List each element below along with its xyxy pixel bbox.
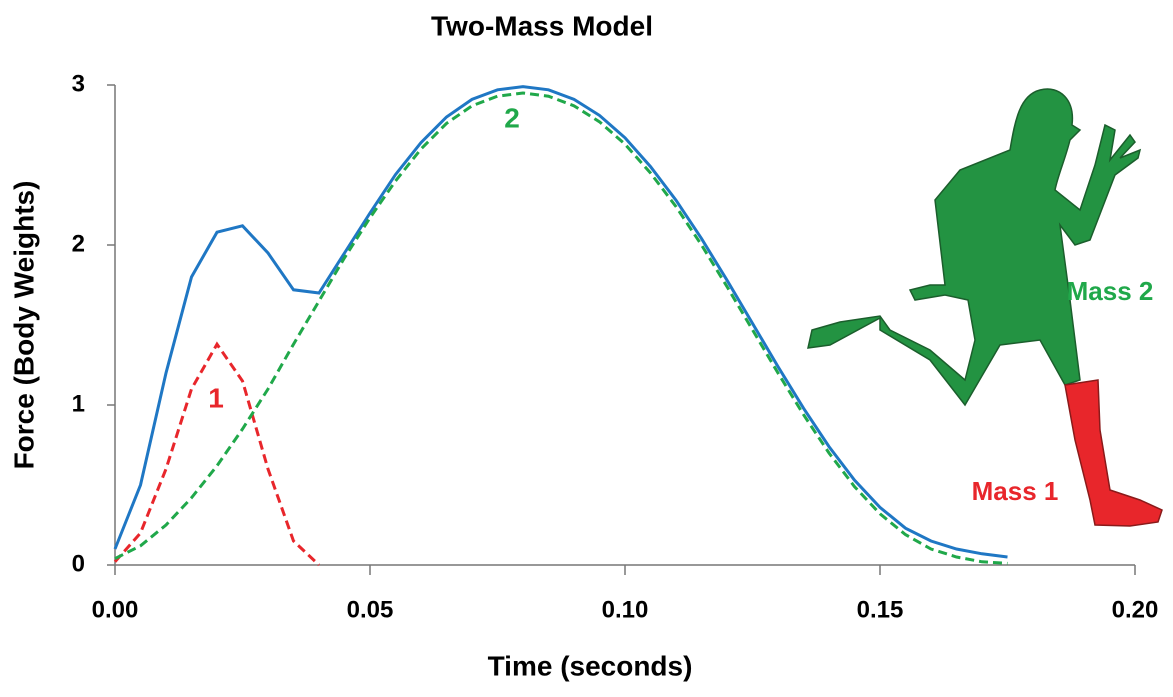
chart-title: Two-Mass Model xyxy=(431,10,653,41)
x-tick-label: 0.15 xyxy=(857,596,904,623)
series-line xyxy=(113,85,1008,559)
x-axis-label: Time (seconds) xyxy=(488,650,693,681)
x-tick-label: 0.05 xyxy=(347,596,394,623)
x-tick-label: 0.20 xyxy=(1112,596,1159,623)
annotation: Mass 1 xyxy=(972,476,1059,506)
x-tick-label: 0.00 xyxy=(92,596,139,623)
series-label: 1 xyxy=(208,382,224,413)
series-line xyxy=(114,91,1008,565)
y-axis-label: Force (Body Weights) xyxy=(8,181,39,470)
y-tick-label: 2 xyxy=(72,230,85,257)
annotation: Mass 2 xyxy=(1067,276,1154,306)
x-tick-label: 0.10 xyxy=(602,596,649,623)
y-tick-label: 0 xyxy=(72,550,85,577)
runner xyxy=(807,88,1163,527)
series-line xyxy=(113,341,321,567)
series-label: 2 xyxy=(504,102,520,133)
y-tick-label: 1 xyxy=(72,390,85,417)
y-tick-label: 3 xyxy=(72,70,85,97)
